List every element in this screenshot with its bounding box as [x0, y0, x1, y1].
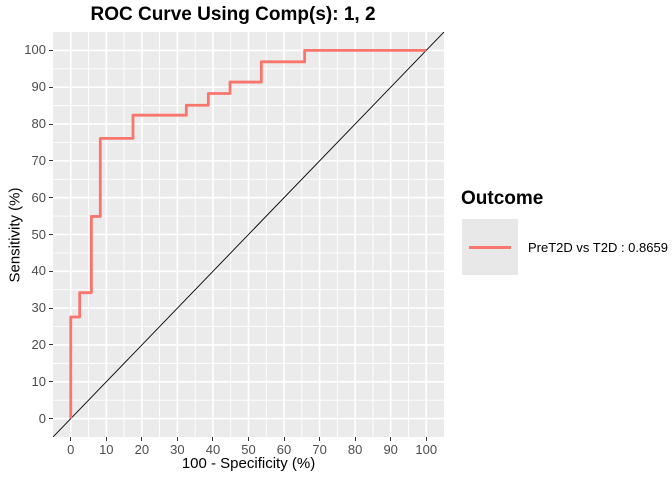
y-tick-mark [49, 307, 53, 309]
x-tick-label: 60 [276, 442, 292, 457]
plot-panel [53, 32, 444, 437]
y-tick-label: 40 [31, 263, 46, 279]
y-tick-label: 90 [31, 79, 46, 95]
y-tick-label: 0 [38, 410, 46, 426]
x-tick-label: 10 [99, 442, 114, 457]
roc-curve-line [69, 49, 427, 419]
y-tick-label: 20 [31, 336, 46, 352]
y-tick-mark [49, 49, 53, 51]
plot-title: ROC Curve Using Comp(s): 1, 2 [90, 4, 376, 25]
y-tick-label: 70 [31, 152, 46, 168]
roc-line-swatch [469, 245, 511, 249]
legend-entry: PreT2D vs T2D : 0.8659 [461, 219, 668, 275]
y-tick-mark [49, 123, 53, 125]
x-tick-mark [176, 437, 178, 441]
x-tick-label: 40 [205, 442, 221, 457]
x-tick-mark [390, 437, 392, 441]
x-tick-mark [141, 437, 143, 441]
x-tick-label: 0 [67, 442, 75, 457]
x-axis-title: 100 - Specificity (%) [181, 455, 316, 472]
y-tick-label: 60 [31, 189, 46, 205]
reference-diagonal-line [53, 32, 444, 437]
y-tick-label: 30 [31, 300, 46, 316]
y-tick-mark [49, 197, 53, 199]
y-tick-mark [49, 234, 53, 235]
y-tick-mark [49, 344, 53, 346]
x-tick-label: 20 [134, 442, 150, 457]
x-tick-mark [248, 437, 249, 441]
x-tick-label: 100 [415, 442, 438, 457]
y-tick-label: 80 [31, 116, 46, 132]
x-tick-mark [212, 437, 214, 441]
x-tick-label: 50 [241, 442, 256, 457]
y-tick-mark [49, 381, 53, 383]
y-tick-label: 50 [31, 226, 46, 242]
x-tick-mark [354, 437, 356, 441]
roc-chart-canvas [53, 32, 444, 437]
x-tick-label: 90 [383, 442, 398, 457]
y-tick-mark [49, 270, 53, 272]
x-tick-label: 70 [312, 442, 327, 457]
y-tick-mark [49, 418, 53, 420]
legend-label: PreT2D vs T2D : 0.8659 [528, 239, 668, 255]
x-tick-label: 80 [347, 442, 363, 457]
y-tick-mark [49, 86, 53, 88]
x-tick-mark [283, 437, 285, 441]
legend-key-swatch [462, 219, 518, 275]
x-tick-mark [70, 437, 72, 441]
y-tick-mark [49, 160, 53, 162]
x-tick-mark [425, 437, 427, 441]
x-tick-mark [105, 437, 107, 441]
y-tick-label: 10 [31, 373, 46, 389]
x-tick-mark [319, 437, 321, 441]
y-tick-label: 100 [24, 42, 46, 58]
legend-title: Outcome [461, 188, 544, 209]
x-tick-label: 30 [170, 442, 185, 457]
legend: Outcome PreT2D vs T2D : 0.8659 [461, 188, 668, 275]
